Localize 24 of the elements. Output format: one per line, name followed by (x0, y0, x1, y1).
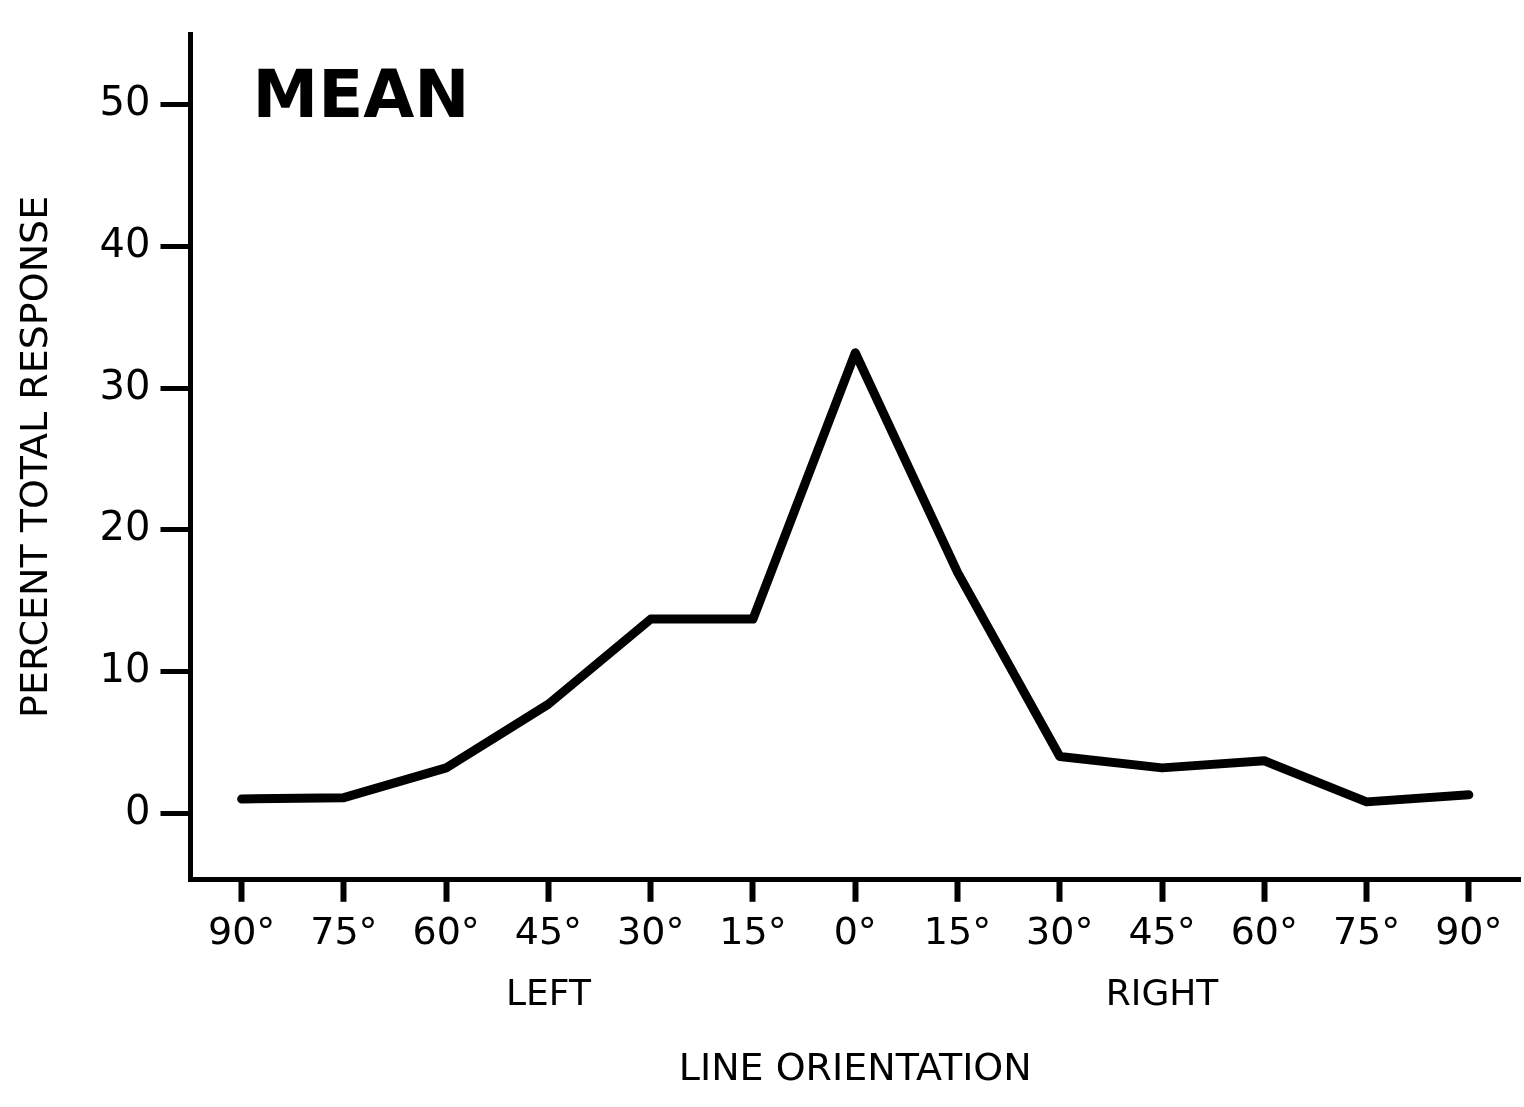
x-tick-label: 15° (719, 909, 787, 954)
text: LEFT (506, 971, 592, 1013)
x-tick-label: 60° (412, 909, 480, 954)
y-tick-label: 40 (99, 219, 151, 266)
y-tick-label: 0 (125, 786, 151, 833)
y-tick-label: 30 (99, 361, 151, 408)
x-tick-label: 30° (1026, 909, 1094, 954)
x-tick-label: 30° (617, 909, 685, 954)
y-tick-label: 20 (99, 503, 151, 550)
chart-title: MEAN (252, 55, 470, 133)
x-axis-title: LINE ORIENTATION (678, 1045, 1032, 1090)
x-tick-label: 45° (1128, 909, 1196, 954)
x-tick-label: 90° (1435, 909, 1503, 954)
x-tick-label: 75° (1332, 909, 1401, 954)
x-tick-label: 60° (1230, 909, 1299, 954)
x-tick-label: 90° (207, 909, 276, 954)
x-tick-label: 0° (833, 909, 877, 954)
y-tick-label: 50 (99, 78, 151, 125)
x-tick-label: 15° (923, 909, 992, 954)
y-axis-title: PERCENT TOTAL RESPONSE (11, 195, 56, 719)
text: RIGHT (1105, 971, 1220, 1013)
x-tick-label: 75° (310, 909, 378, 954)
y-tick-label: 10 (99, 644, 151, 691)
x-tick-label: 45° (514, 909, 583, 954)
